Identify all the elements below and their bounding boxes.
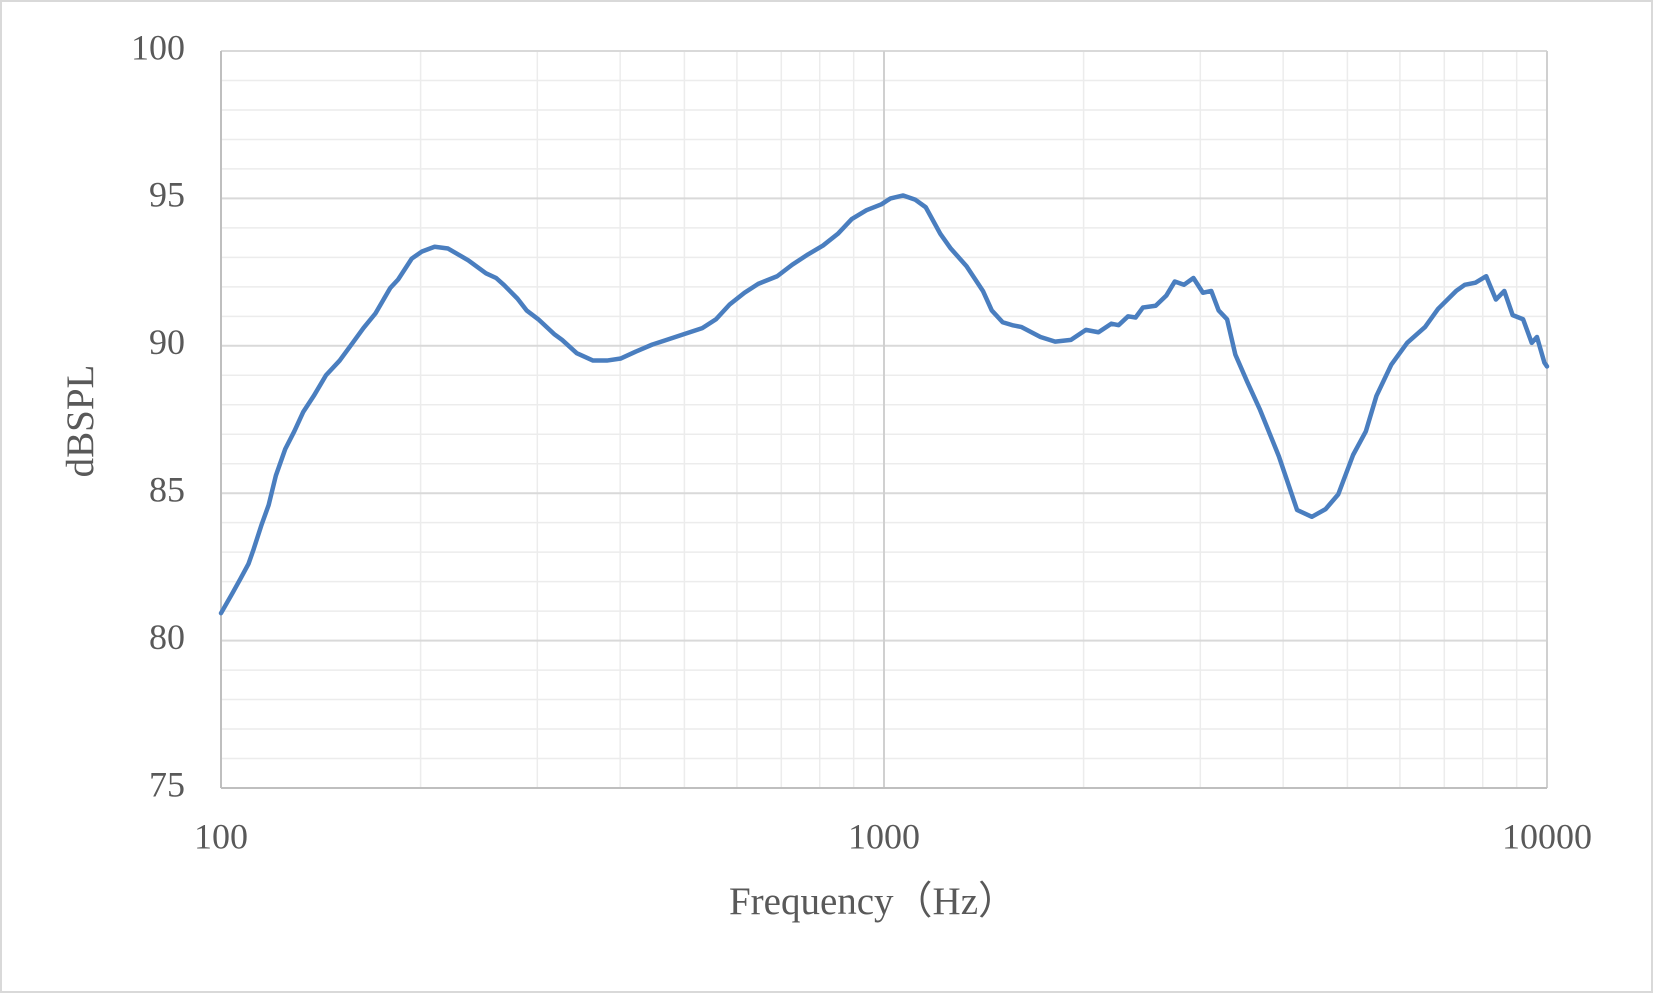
grid [220,50,1548,789]
x-tick-label: 1000 [848,816,920,856]
y-tick-label: 85 [149,469,185,509]
plot [218,193,1550,616]
x-axis-title: Frequency（Hz） [729,880,1017,923]
y-tick-label: 95 [149,175,185,215]
y-tick-label: 100 [131,27,185,67]
x-tick-label: 100 [194,816,248,856]
y-axis-title: dBSPL [59,365,102,478]
y-tick-label: 90 [149,322,185,362]
y-tick-label: 75 [149,764,185,804]
y-tick-label: 80 [149,617,185,657]
line-series [218,193,1550,616]
x-tick-label: 10000 [1502,816,1592,856]
